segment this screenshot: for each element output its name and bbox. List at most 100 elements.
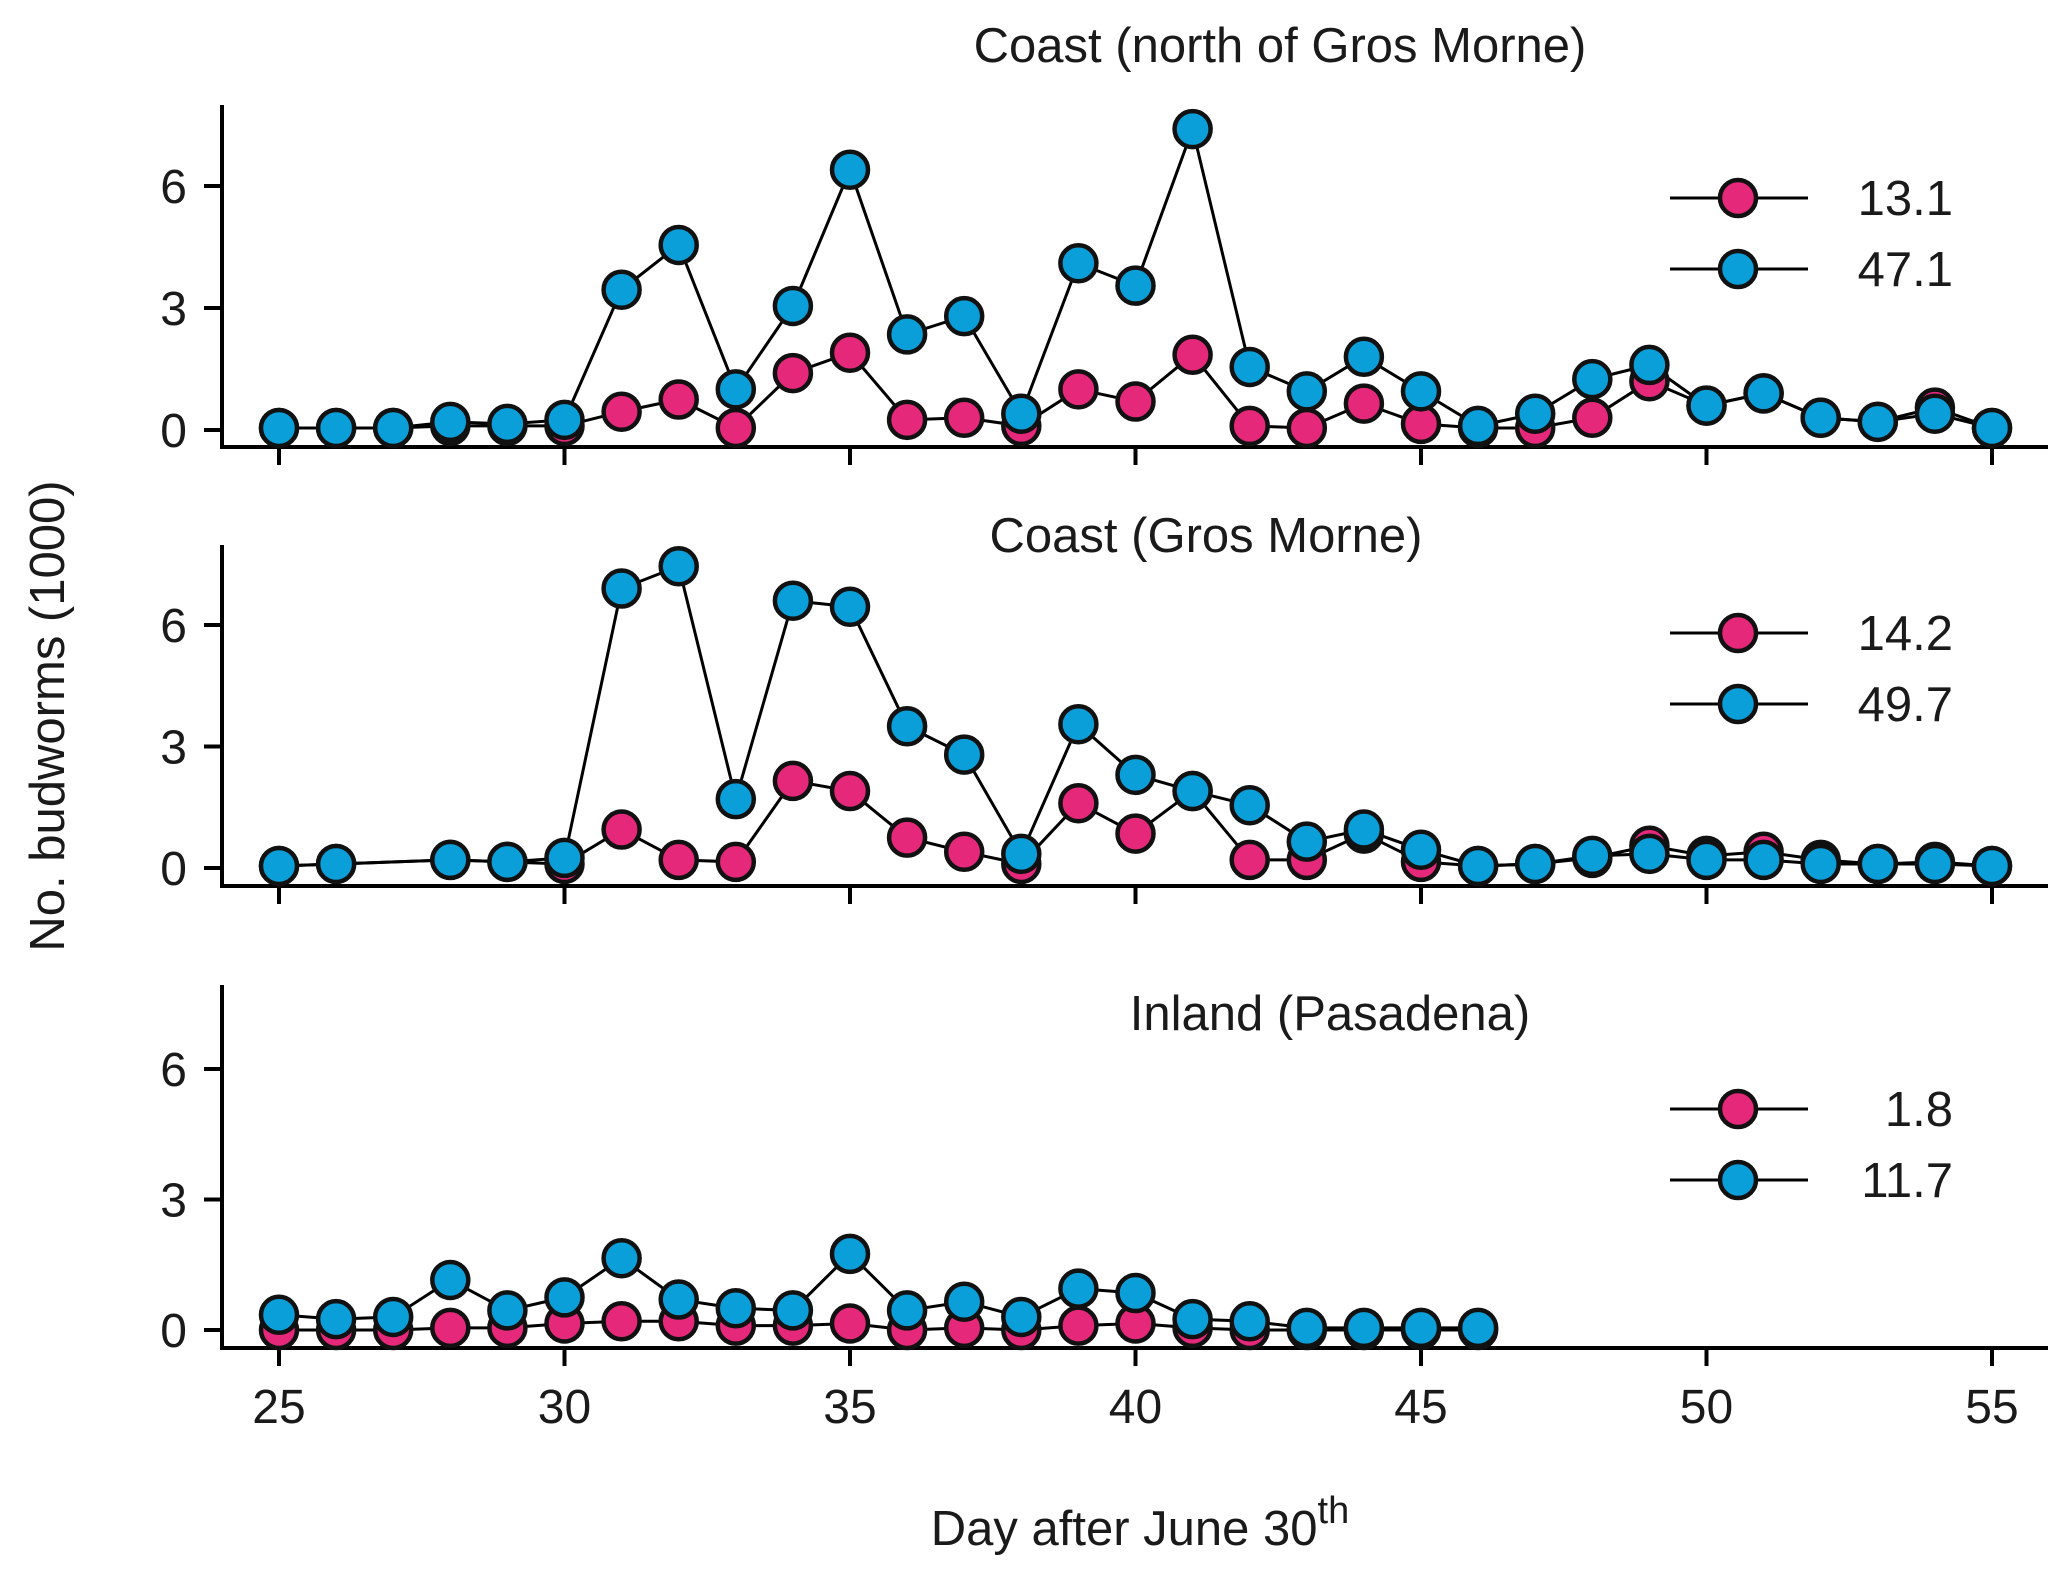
y-tick-label: 0 xyxy=(160,405,187,458)
legend-marker xyxy=(1717,1088,1759,1130)
data-point xyxy=(1629,833,1670,875)
data-point xyxy=(715,1288,757,1329)
legend-label: 11.7 xyxy=(1861,1154,1953,1208)
data-point xyxy=(544,1277,585,1318)
series-line-1.8 xyxy=(279,1319,1479,1332)
data-point xyxy=(1914,843,1956,885)
data-point xyxy=(886,706,928,747)
data-point xyxy=(601,391,642,432)
x-tick-label: 30 xyxy=(538,1381,591,1434)
panel-title: Inland (Pasadena) xyxy=(1130,987,1530,1041)
y-tick-label: 6 xyxy=(160,600,187,653)
data-point xyxy=(658,1279,699,1320)
data-point xyxy=(258,407,300,449)
data-point xyxy=(1115,754,1156,796)
data-point xyxy=(1686,839,1727,881)
y-tick-label: 3 xyxy=(160,722,187,775)
data-point xyxy=(1001,393,1042,434)
data-point xyxy=(315,407,357,449)
data-point xyxy=(430,1259,471,1301)
data-point xyxy=(772,760,814,802)
data-point xyxy=(1115,381,1156,422)
data-point xyxy=(1058,703,1099,745)
data-point xyxy=(430,1307,471,1349)
data-point xyxy=(1743,839,1784,881)
data-point xyxy=(1572,397,1613,439)
data-point xyxy=(1058,243,1099,284)
data-point xyxy=(829,149,871,190)
data-point xyxy=(601,809,642,850)
data-point xyxy=(1629,344,1670,386)
data-point xyxy=(601,1237,642,1279)
data-point xyxy=(1457,405,1499,447)
data-point xyxy=(487,1290,528,1331)
data-point xyxy=(1400,371,1442,412)
x-tick-label: 25 xyxy=(252,1381,305,1434)
data-point xyxy=(1058,1305,1099,1346)
data-point xyxy=(1115,265,1156,306)
data-point xyxy=(1857,843,1899,885)
data-point xyxy=(1058,1268,1099,1309)
y-tick-label: 6 xyxy=(160,1044,187,1097)
data-point xyxy=(1343,383,1385,424)
y-tick-label: 0 xyxy=(160,843,187,896)
chart-panels: Coast (north of Gros Morne)036 13.147.1Co… xyxy=(160,19,2048,1434)
data-point xyxy=(1971,845,2013,887)
data-point xyxy=(829,332,871,373)
data-point xyxy=(1914,393,1956,434)
x-tick-label: 50 xyxy=(1680,1381,1733,1434)
data-point xyxy=(658,839,699,881)
data-point xyxy=(430,839,471,881)
legend-label: 14.2 xyxy=(1858,607,1953,661)
data-point xyxy=(1115,813,1156,854)
data-point xyxy=(487,841,528,883)
data-point xyxy=(1800,843,1841,885)
x-axis-title-sup: th xyxy=(1318,1490,1350,1532)
data-point xyxy=(1514,393,1556,434)
data-point xyxy=(1229,839,1270,881)
panel-title: Coast (north of Gros Morne) xyxy=(974,19,1587,73)
data-point xyxy=(1001,833,1042,875)
legend-marker xyxy=(1717,248,1759,290)
x-tick-label: 35 xyxy=(823,1381,876,1434)
legend-label: 47.1 xyxy=(1858,243,1953,297)
x-tick-label: 45 xyxy=(1394,1381,1447,1434)
data-point xyxy=(1001,1296,1042,1338)
data-point xyxy=(1229,1301,1270,1342)
data-point xyxy=(886,314,928,355)
data-point xyxy=(1343,809,1385,850)
data-point xyxy=(601,1301,642,1342)
data-point xyxy=(1286,407,1328,449)
data-point xyxy=(829,1303,871,1344)
panel-2: Coast (Gros Morne) 0 3 6 14.2 49.7 xyxy=(160,509,2048,904)
data-point xyxy=(372,1296,414,1338)
legend-label: 49.7 xyxy=(1858,678,1953,732)
y-tick-label: 3 xyxy=(160,1175,187,1228)
data-point xyxy=(601,568,642,609)
data-point xyxy=(829,1233,871,1275)
data-point xyxy=(1343,336,1385,378)
data-point xyxy=(1457,845,1499,887)
data-point xyxy=(1058,369,1099,410)
data-point xyxy=(258,845,300,887)
legend-marker xyxy=(1717,683,1759,725)
panel-title: Coast (Gros Morne) xyxy=(990,509,1423,563)
data-point xyxy=(1343,1307,1385,1349)
data-point xyxy=(715,407,757,449)
data-point xyxy=(1743,373,1784,414)
y-tick-label: 3 xyxy=(160,283,187,336)
data-point xyxy=(886,1290,928,1331)
data-point xyxy=(829,770,871,812)
data-point xyxy=(1172,108,1213,150)
data-point xyxy=(943,397,985,439)
data-point xyxy=(1286,821,1328,862)
x-axis-title: Day after June 30th xyxy=(931,1490,1350,1556)
data-point xyxy=(886,817,928,858)
panel-3: Inland (Pasadena) 0 3 6 25 30 35 40 45 50 55 1.8 11.… xyxy=(160,985,2048,1434)
data-point xyxy=(1971,407,2013,449)
data-point xyxy=(1400,1307,1442,1349)
data-point xyxy=(1457,1307,1499,1349)
data-point xyxy=(1172,334,1213,376)
data-point xyxy=(1400,829,1442,871)
